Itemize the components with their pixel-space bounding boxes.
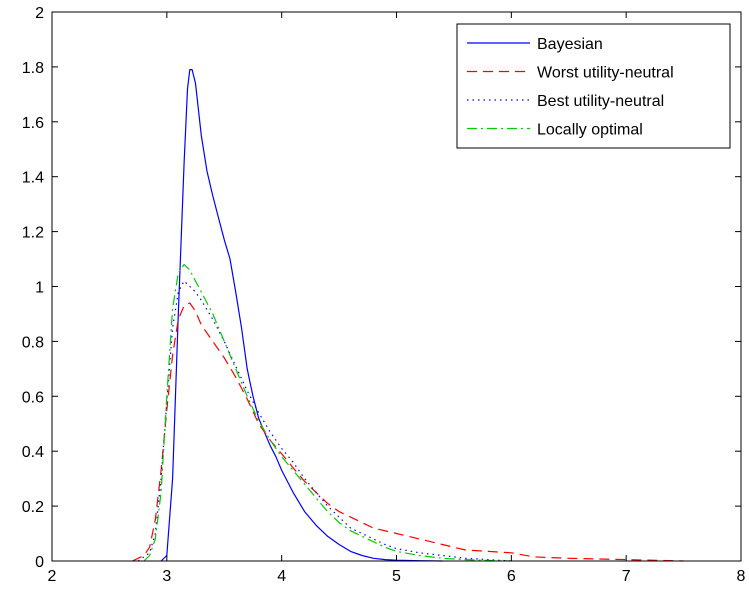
y-tick-label: 1.4 — [22, 170, 44, 187]
x-tick-label: 4 — [277, 568, 286, 585]
y-tick-label: 1.8 — [22, 60, 44, 77]
x-tick-label: 8 — [737, 568, 746, 585]
y-tick-label: 1 — [35, 280, 44, 297]
x-tick-label: 5 — [392, 568, 401, 585]
legend-label-0: Bayesian — [537, 36, 603, 53]
y-tick-label: 1.6 — [22, 115, 44, 132]
y-tick-label: 0 — [35, 554, 44, 571]
legend-label-1: Worst utility-neutral — [537, 65, 674, 82]
y-tick-label: 0.6 — [22, 389, 44, 406]
legend-label-2: Best utility-neutral — [537, 93, 664, 110]
series-line-1 — [132, 302, 684, 562]
legend-label-3: Locally optimal — [537, 122, 643, 139]
legend-box — [456, 23, 731, 149]
x-tick-label: 6 — [507, 568, 516, 585]
legend: Bayesian Worst utility-neutral Best utilit… — [456, 23, 731, 149]
y-tick-label: 0.8 — [22, 334, 44, 351]
series-line-3 — [143, 263, 512, 562]
y-tick-label: 0.2 — [22, 499, 44, 516]
x-tick-label: 3 — [162, 568, 171, 585]
axes-layer: 2 3 4 5 6 7 8 0 0.2 0.4 0.6 0.8 1 1.2 1.4 1.6 1.8 2 — [22, 5, 746, 585]
x-tick-label: 7 — [622, 568, 631, 585]
y-tick-label: 0.4 — [22, 444, 44, 461]
y-tick-label: 2 — [35, 5, 44, 22]
series-line-0 — [160, 68, 443, 562]
y-tick-label: 1.2 — [22, 225, 44, 242]
x-tick-label: 2 — [48, 568, 57, 585]
series-layer — [132, 68, 684, 562]
